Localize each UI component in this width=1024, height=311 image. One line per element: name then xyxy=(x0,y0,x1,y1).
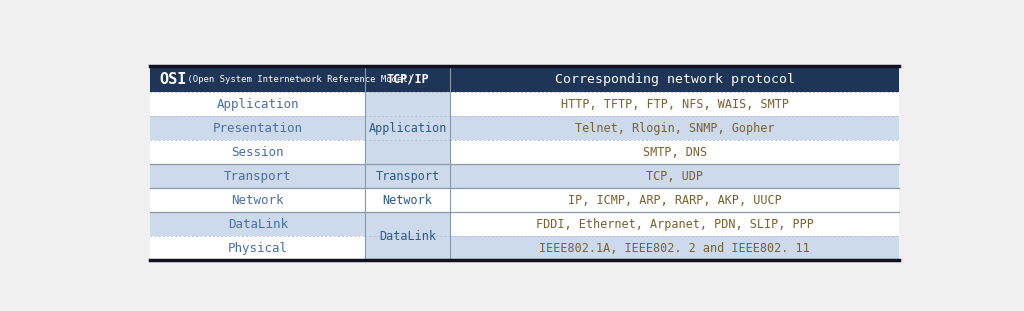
Bar xyxy=(151,116,366,140)
Text: Network: Network xyxy=(383,194,432,207)
Text: DataLink: DataLink xyxy=(379,230,436,243)
Bar xyxy=(151,66,899,92)
Bar xyxy=(450,116,899,140)
Bar xyxy=(151,212,366,236)
Text: Network: Network xyxy=(231,194,284,207)
Bar xyxy=(366,164,450,188)
Bar xyxy=(450,164,899,188)
Text: SMTP, DNS: SMTP, DNS xyxy=(643,146,707,159)
Text: Presentation: Presentation xyxy=(213,122,303,135)
Text: TCP/IP: TCP/IP xyxy=(386,73,429,86)
Text: Physical: Physical xyxy=(227,242,288,254)
Text: DataLink: DataLink xyxy=(227,218,288,230)
Bar xyxy=(366,212,450,260)
Text: Transport: Transport xyxy=(224,169,292,183)
Text: OSI: OSI xyxy=(160,72,187,87)
Text: Corresponding network protocol: Corresponding network protocol xyxy=(555,73,795,86)
Bar xyxy=(151,164,366,188)
Bar xyxy=(450,236,899,260)
Text: FDDI, Ethernet, Arpanet, PDN, SLIP, PPP: FDDI, Ethernet, Arpanet, PDN, SLIP, PPP xyxy=(536,218,814,230)
Bar xyxy=(151,66,899,260)
Bar xyxy=(366,92,450,164)
Text: Session: Session xyxy=(231,146,284,159)
Text: Application: Application xyxy=(369,122,446,135)
Text: TCP, UDP: TCP, UDP xyxy=(646,169,703,183)
Text: HTTP, TFTP, FTP, NFS, WAIS, SMTP: HTTP, TFTP, FTP, NFS, WAIS, SMTP xyxy=(560,98,788,111)
Text: IP, ICMP, ARP, RARP, AKP, UUCP: IP, ICMP, ARP, RARP, AKP, UUCP xyxy=(567,194,781,207)
Text: (Open System Internetwork Reference Model): (Open System Internetwork Reference Mode… xyxy=(182,75,413,84)
Text: Telnet, Rlogin, SNMP, Gopher: Telnet, Rlogin, SNMP, Gopher xyxy=(574,122,774,135)
Text: IEEE802.1A, IEEE802. 2 and IEEE802. 11: IEEE802.1A, IEEE802. 2 and IEEE802. 11 xyxy=(540,242,810,254)
Text: Transport: Transport xyxy=(376,169,439,183)
Text: Application: Application xyxy=(216,98,299,111)
